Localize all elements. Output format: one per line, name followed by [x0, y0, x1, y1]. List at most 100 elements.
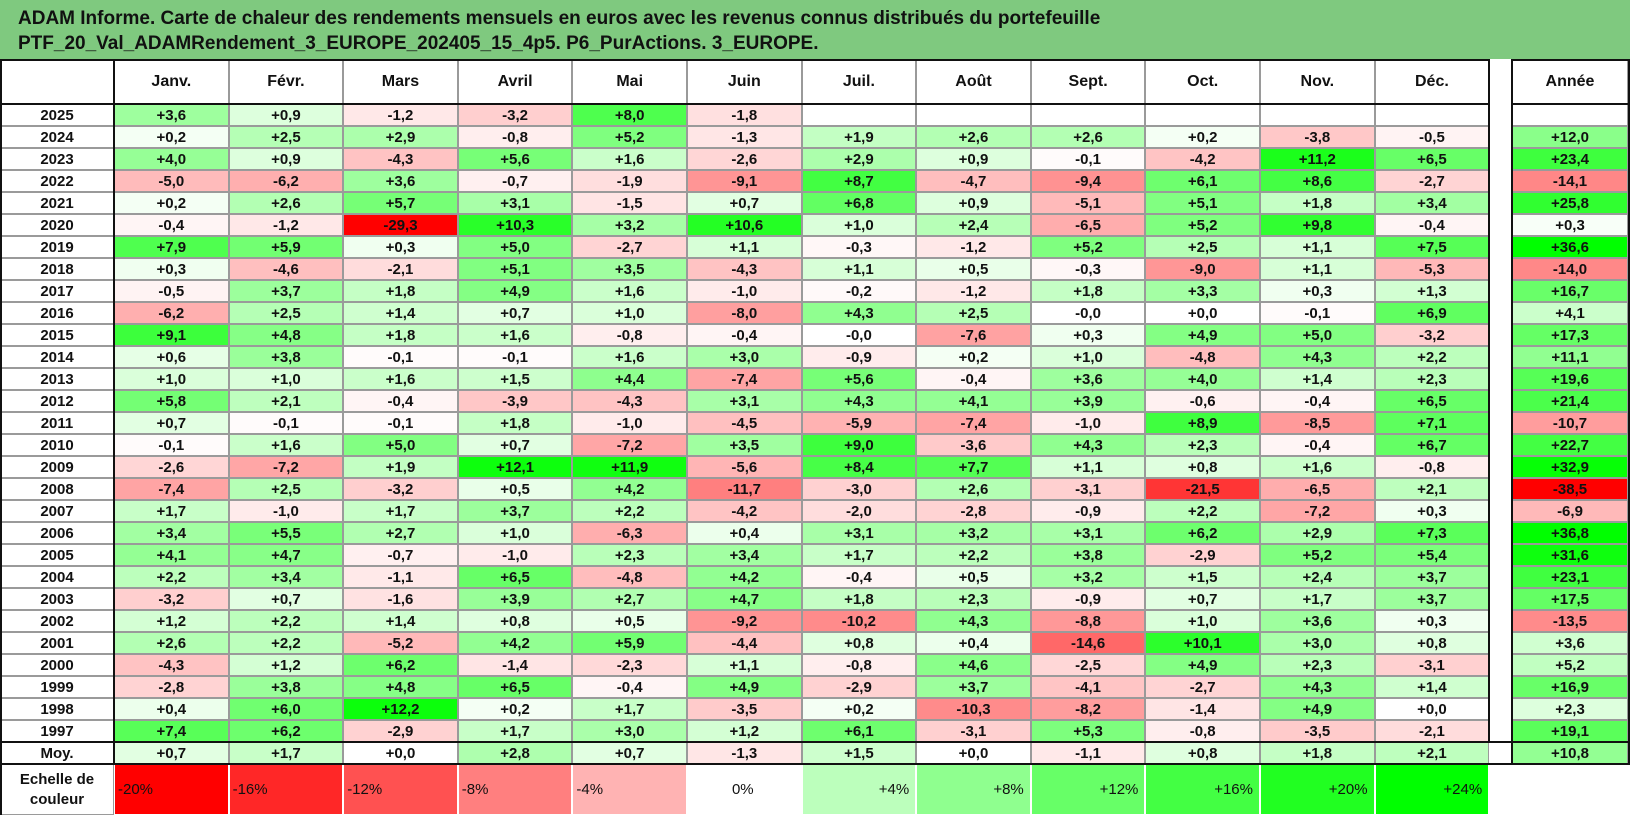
row-year-label: 2010: [0, 434, 114, 456]
heatmap-cell: +0,7: [114, 412, 229, 434]
legend-swatch-label: +12%: [1099, 781, 1139, 798]
heatmap-cell: +1,8: [1260, 192, 1375, 214]
heatmap-cell: -9,4: [1030, 170, 1146, 192]
heatmap-cell: +3,0: [1260, 632, 1375, 654]
heatmap-cell: +0,4: [114, 698, 229, 720]
heatmap-cell: -2,7: [572, 236, 687, 258]
heatmap-cell: +1,6: [1260, 456, 1375, 478]
heatmap-cell: +3,8: [228, 346, 344, 368]
heatmap-cell: -7,6: [916, 324, 1031, 346]
heatmap-cell: -3,6: [916, 434, 1031, 456]
column-header-3: Mars: [343, 59, 458, 104]
heatmap-cell: +2,3: [1374, 368, 1490, 390]
heatmap-cell: +0,9: [916, 192, 1031, 214]
heatmap-cell: -0,9: [801, 346, 917, 368]
row-year-label: 2002: [0, 610, 114, 632]
heatmap-cell: +6,8: [801, 192, 917, 214]
heatmap-cell: +1,1: [1260, 258, 1375, 280]
heatmap-cell: -0,1: [1260, 302, 1375, 324]
heatmap-cell: +4,9: [1260, 698, 1375, 720]
heatmap-cell: +5,8: [114, 390, 229, 412]
heatmap-cell: -14,6: [1030, 632, 1146, 654]
annual-cell: +12,0: [1512, 126, 1628, 148]
annual-cell: +36,8: [1512, 522, 1628, 544]
legend-swatch: -16%: [228, 764, 344, 815]
heatmap-cell: +1,7: [343, 500, 458, 522]
heatmap-cell: +3,6: [114, 104, 229, 126]
heatmap-cell: -2,0: [801, 500, 917, 522]
heatmap-cell: -7,4: [687, 368, 802, 390]
heatmap-cell: +3,7: [1374, 566, 1490, 588]
heatmap-cell: +3,4: [687, 544, 802, 566]
row-year-label: 2023: [0, 148, 114, 170]
heatmap-cell: +0,7: [457, 434, 573, 456]
annual-cell: -14,1: [1512, 170, 1628, 192]
average-annual-cell: +10,8: [1512, 742, 1628, 764]
legend-swatch-label: 0%: [731, 781, 754, 798]
heatmap-cell: -8,2: [1030, 698, 1146, 720]
heatmap-cell: +2,5: [228, 302, 344, 324]
heatmap-cell: -1,0: [687, 280, 802, 302]
heatmap-cell: -1,8: [687, 104, 802, 126]
heatmap-cell: +4,3: [801, 302, 917, 324]
legend-label: Echelle de couleur: [0, 764, 114, 815]
heatmap-cell: +12,1: [457, 456, 573, 478]
annual-cell: +32,9: [1512, 456, 1628, 478]
border-header-bottom: [0, 103, 1490, 105]
border-annual-left: [1511, 59, 1513, 764]
heatmap-cell: -2,7: [1145, 676, 1260, 698]
column-header-5: Mai: [572, 59, 687, 104]
heatmap-cell: +1,6: [228, 434, 344, 456]
heatmap-cell: +11,9: [572, 456, 687, 478]
average-cell: +0,8: [1145, 742, 1260, 764]
heatmap-cell: -11,7: [687, 478, 802, 500]
heatmap-cell: +1,4: [1260, 368, 1375, 390]
heatmap-cell: +3,9: [457, 588, 573, 610]
title-line-1: ADAM Informe. Carte de chaleur des rende…: [18, 8, 1101, 29]
average-cell: -1,1: [1030, 742, 1146, 764]
heatmap-cell: -3,1: [1030, 478, 1146, 500]
heatmap-cell: +6,7: [1374, 434, 1490, 456]
heatmap-cell: +4,8: [343, 676, 458, 698]
heatmap-cell: -0,7: [343, 544, 458, 566]
heatmap-cell: +4,2: [572, 478, 687, 500]
heatmap-cell: -0,4: [687, 324, 802, 346]
heatmap-cell: -2,9: [1145, 544, 1260, 566]
heatmap-cell: +2,7: [572, 588, 687, 610]
heatmap-cell: +3,6: [343, 170, 458, 192]
heatmap-cell: -1,9: [572, 170, 687, 192]
heatmap-cell: +2,9: [1260, 522, 1375, 544]
heatmap-cell: -21,5: [1145, 478, 1260, 500]
heatmap-cell: +1,0: [1030, 346, 1146, 368]
heatmap-cell: -2,6: [114, 456, 229, 478]
heatmap-cell: -3,0: [801, 478, 917, 500]
heatmap-cell: +8,4: [801, 456, 917, 478]
heatmap-cell: +8,7: [801, 170, 917, 192]
heatmap-cell: -9,2: [687, 610, 802, 632]
heatmap-cell: +2,2: [916, 544, 1031, 566]
heatmap-cell: +0,5: [916, 258, 1031, 280]
average-cell: +1,5: [801, 742, 917, 764]
heatmap-cell: +6,2: [1145, 522, 1260, 544]
average-row-label: Moy.: [0, 742, 114, 764]
legend-swatch-label: -12%: [347, 781, 383, 798]
heatmap-cell: +6,2: [228, 720, 344, 742]
heatmap-cell: -2,3: [572, 654, 687, 676]
heatmap-cell: +1,8: [343, 324, 458, 346]
heatmap-cell: +3,9: [1030, 390, 1146, 412]
heatmap-cell: -8,8: [1030, 610, 1146, 632]
heatmap-cell: +8,9: [1145, 412, 1260, 434]
row-year-label: 2024: [0, 126, 114, 148]
heatmap-cell: -0,4: [343, 390, 458, 412]
heatmap-cell: +1,7: [457, 720, 573, 742]
average-cell: -1,3: [687, 742, 802, 764]
column-header-4: Avril: [457, 59, 573, 104]
annual-cell: +17,3: [1512, 324, 1628, 346]
row-year-label: 2015: [0, 324, 114, 346]
heatmap-cell: -0,5: [1374, 126, 1490, 148]
heatmap-cell: +12,2: [343, 698, 458, 720]
heatmap-cell: +5,6: [457, 148, 573, 170]
heatmap-cell: -4,8: [572, 566, 687, 588]
heatmap-cell: +5,3: [1030, 720, 1146, 742]
annual-cell: -6,9: [1512, 500, 1628, 522]
